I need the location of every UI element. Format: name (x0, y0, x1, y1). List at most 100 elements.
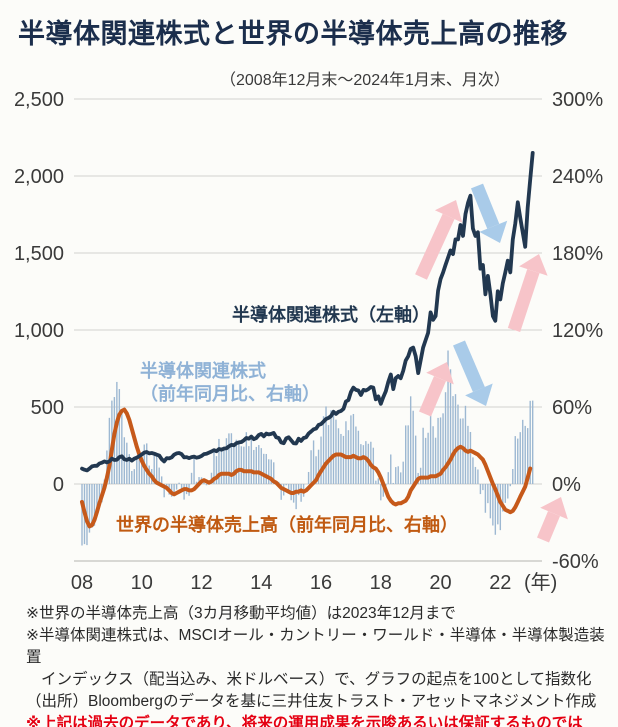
stock-yoy-bar (414, 435, 417, 484)
stock-yoy-bar (382, 484, 384, 497)
stock-yoy-bar (198, 477, 200, 484)
stock-yoy-bar (312, 440, 315, 484)
x-axis-tick: 18 (370, 572, 392, 594)
trend-arrow-shaft (453, 340, 485, 393)
stock-yoy-bar (504, 484, 506, 503)
stock-yoy-bar (474, 466, 477, 484)
stock-yoy-bar (180, 484, 183, 489)
disclaimer-line1: ※上記は過去のデータであり、将来の運用成果を示唆あるいは保証するものでは (26, 715, 583, 727)
right-axis-tick: 180% (552, 243, 603, 265)
footnote-source: （出所）Bloombergのデータを基に三井住友トラスト・アセットマネジメント作… (26, 693, 597, 710)
stock-yoy-bar (300, 484, 302, 502)
stock-yoy-bar (524, 425, 526, 484)
stock-yoy-bar (427, 432, 429, 484)
stock-yoy-bar (477, 469, 479, 484)
trend-arrow-head (519, 254, 548, 276)
stock-yoy-bar (342, 435, 345, 484)
stock-yoy-bar (91, 484, 93, 528)
stock-yoy-bar (116, 381, 118, 484)
stock-yoy-bar (255, 446, 257, 484)
stock-yoy-bar (240, 446, 243, 484)
stock-yoy-bar (464, 405, 467, 484)
x-axis-tick: 16 (310, 572, 332, 594)
stock-yoy-bar (218, 438, 220, 484)
stock-yoy-bar (462, 418, 464, 484)
stock-yoy-bar (108, 417, 111, 484)
stock-yoy-bar (270, 459, 272, 484)
stock-yoy-bar (96, 484, 98, 516)
stock-yoy-bar (327, 425, 330, 484)
footnote-index-note-2: インデックス（配当込み、米ドルベース）で、グラフの起点を100として指数化 (41, 671, 592, 688)
stock-yoy-bar (390, 454, 392, 484)
stock-yoy-bar (317, 449, 320, 484)
trend-arrow-head (465, 383, 493, 406)
left-axis-tick: 0 (53, 474, 64, 496)
left-axis-tick: 2,000 (14, 166, 64, 188)
stock-yoy-bar (350, 415, 352, 484)
stock-yoy-bar (527, 428, 529, 484)
right-axis-tick: 0% (552, 474, 581, 496)
stock-yoy-bar (340, 433, 342, 484)
stock-yoy-bar (452, 396, 454, 484)
stock-yoy-bar (223, 446, 225, 484)
stock-yoy-bar (98, 484, 101, 503)
trend-arrow-shaft (419, 376, 446, 417)
stock-yoy-bar (128, 454, 131, 484)
stock-yoy-bar (489, 484, 492, 519)
stock-yoy-bar (263, 453, 265, 484)
sales-yoy-series-label: 世界の半導体売上高（前年同月比、右軸） (116, 515, 458, 535)
stock-yoy-bar (444, 392, 447, 484)
stock-yoy-bar (531, 400, 534, 484)
stock-yoy-bar (345, 421, 347, 484)
stock-yoy-bar (487, 484, 489, 504)
trend-arrow-head (479, 220, 508, 243)
stock-yoy-bar (285, 484, 287, 486)
stock-yoy-bar (106, 450, 108, 484)
footnotes: ※世界の半導体売上高（3カ月移動平均値）は2023年12月まで ※半導体関連株式… (26, 603, 610, 727)
stock-yoy-bar (205, 484, 208, 486)
stock-yoy-bar (258, 445, 260, 484)
stock-yoy-bar (287, 484, 290, 491)
stock-yoy-series-label-line1: 半導体関連株式 (140, 361, 266, 381)
stock-yoy-bar (243, 446, 245, 484)
stock-yoy-bar (93, 484, 96, 526)
trend-arrow-shaft (470, 183, 500, 229)
stock-yoy-bar (260, 448, 262, 484)
stock-yoy-bar (402, 461, 404, 484)
stock-yoy-bar (447, 350, 449, 484)
stock-yoy-bar (233, 446, 235, 484)
stock-yoy-bar (469, 431, 472, 484)
stock-yoy-bar (153, 455, 155, 484)
stock-yoy-bar (248, 446, 250, 484)
stock-yoy-bar (175, 484, 178, 490)
stock-yoy-bar (432, 426, 434, 484)
stock-yoy-bar (118, 389, 121, 484)
sales-yoy-line (80, 407, 533, 529)
stock-yoy-bar (330, 410, 332, 484)
trend-arrow-head (434, 200, 463, 223)
stock-yoy-bar (245, 432, 248, 484)
stock-yoy-bar (273, 462, 275, 484)
stock-yoy-bar (183, 484, 185, 500)
page-title: 半導体関連株式と世界の半導体売上高の推移 (18, 19, 568, 49)
stock-yoy-bar (395, 467, 397, 484)
stock-yoy-bar (502, 484, 504, 512)
stock-yoy-bar (392, 482, 394, 484)
stock-yoy-bar (412, 410, 414, 484)
stock-yoy-bar (320, 436, 322, 484)
left-axis-tick: 2,500 (14, 89, 64, 111)
stock-yoy-bar (512, 469, 514, 484)
stock-yoy-bar (146, 443, 148, 484)
stock-yoy-bar (126, 442, 128, 484)
stock-yoy-bar (442, 413, 444, 484)
stock-yoy-series-label: 半導体関連株式 （前年同月比、右軸） (140, 360, 320, 406)
stock-yoy-bar (482, 484, 484, 491)
stock-yoy-bar (409, 396, 412, 484)
stock-yoy-bar (268, 459, 270, 484)
stock-yoy-bar (165, 484, 168, 487)
stock-index-line (80, 150, 535, 473)
stock-yoy-bar (193, 456, 195, 484)
stock-yoy-bar (459, 418, 462, 484)
left-axis-tick: 1,000 (14, 320, 64, 342)
stock-yoy-bar (131, 470, 133, 484)
